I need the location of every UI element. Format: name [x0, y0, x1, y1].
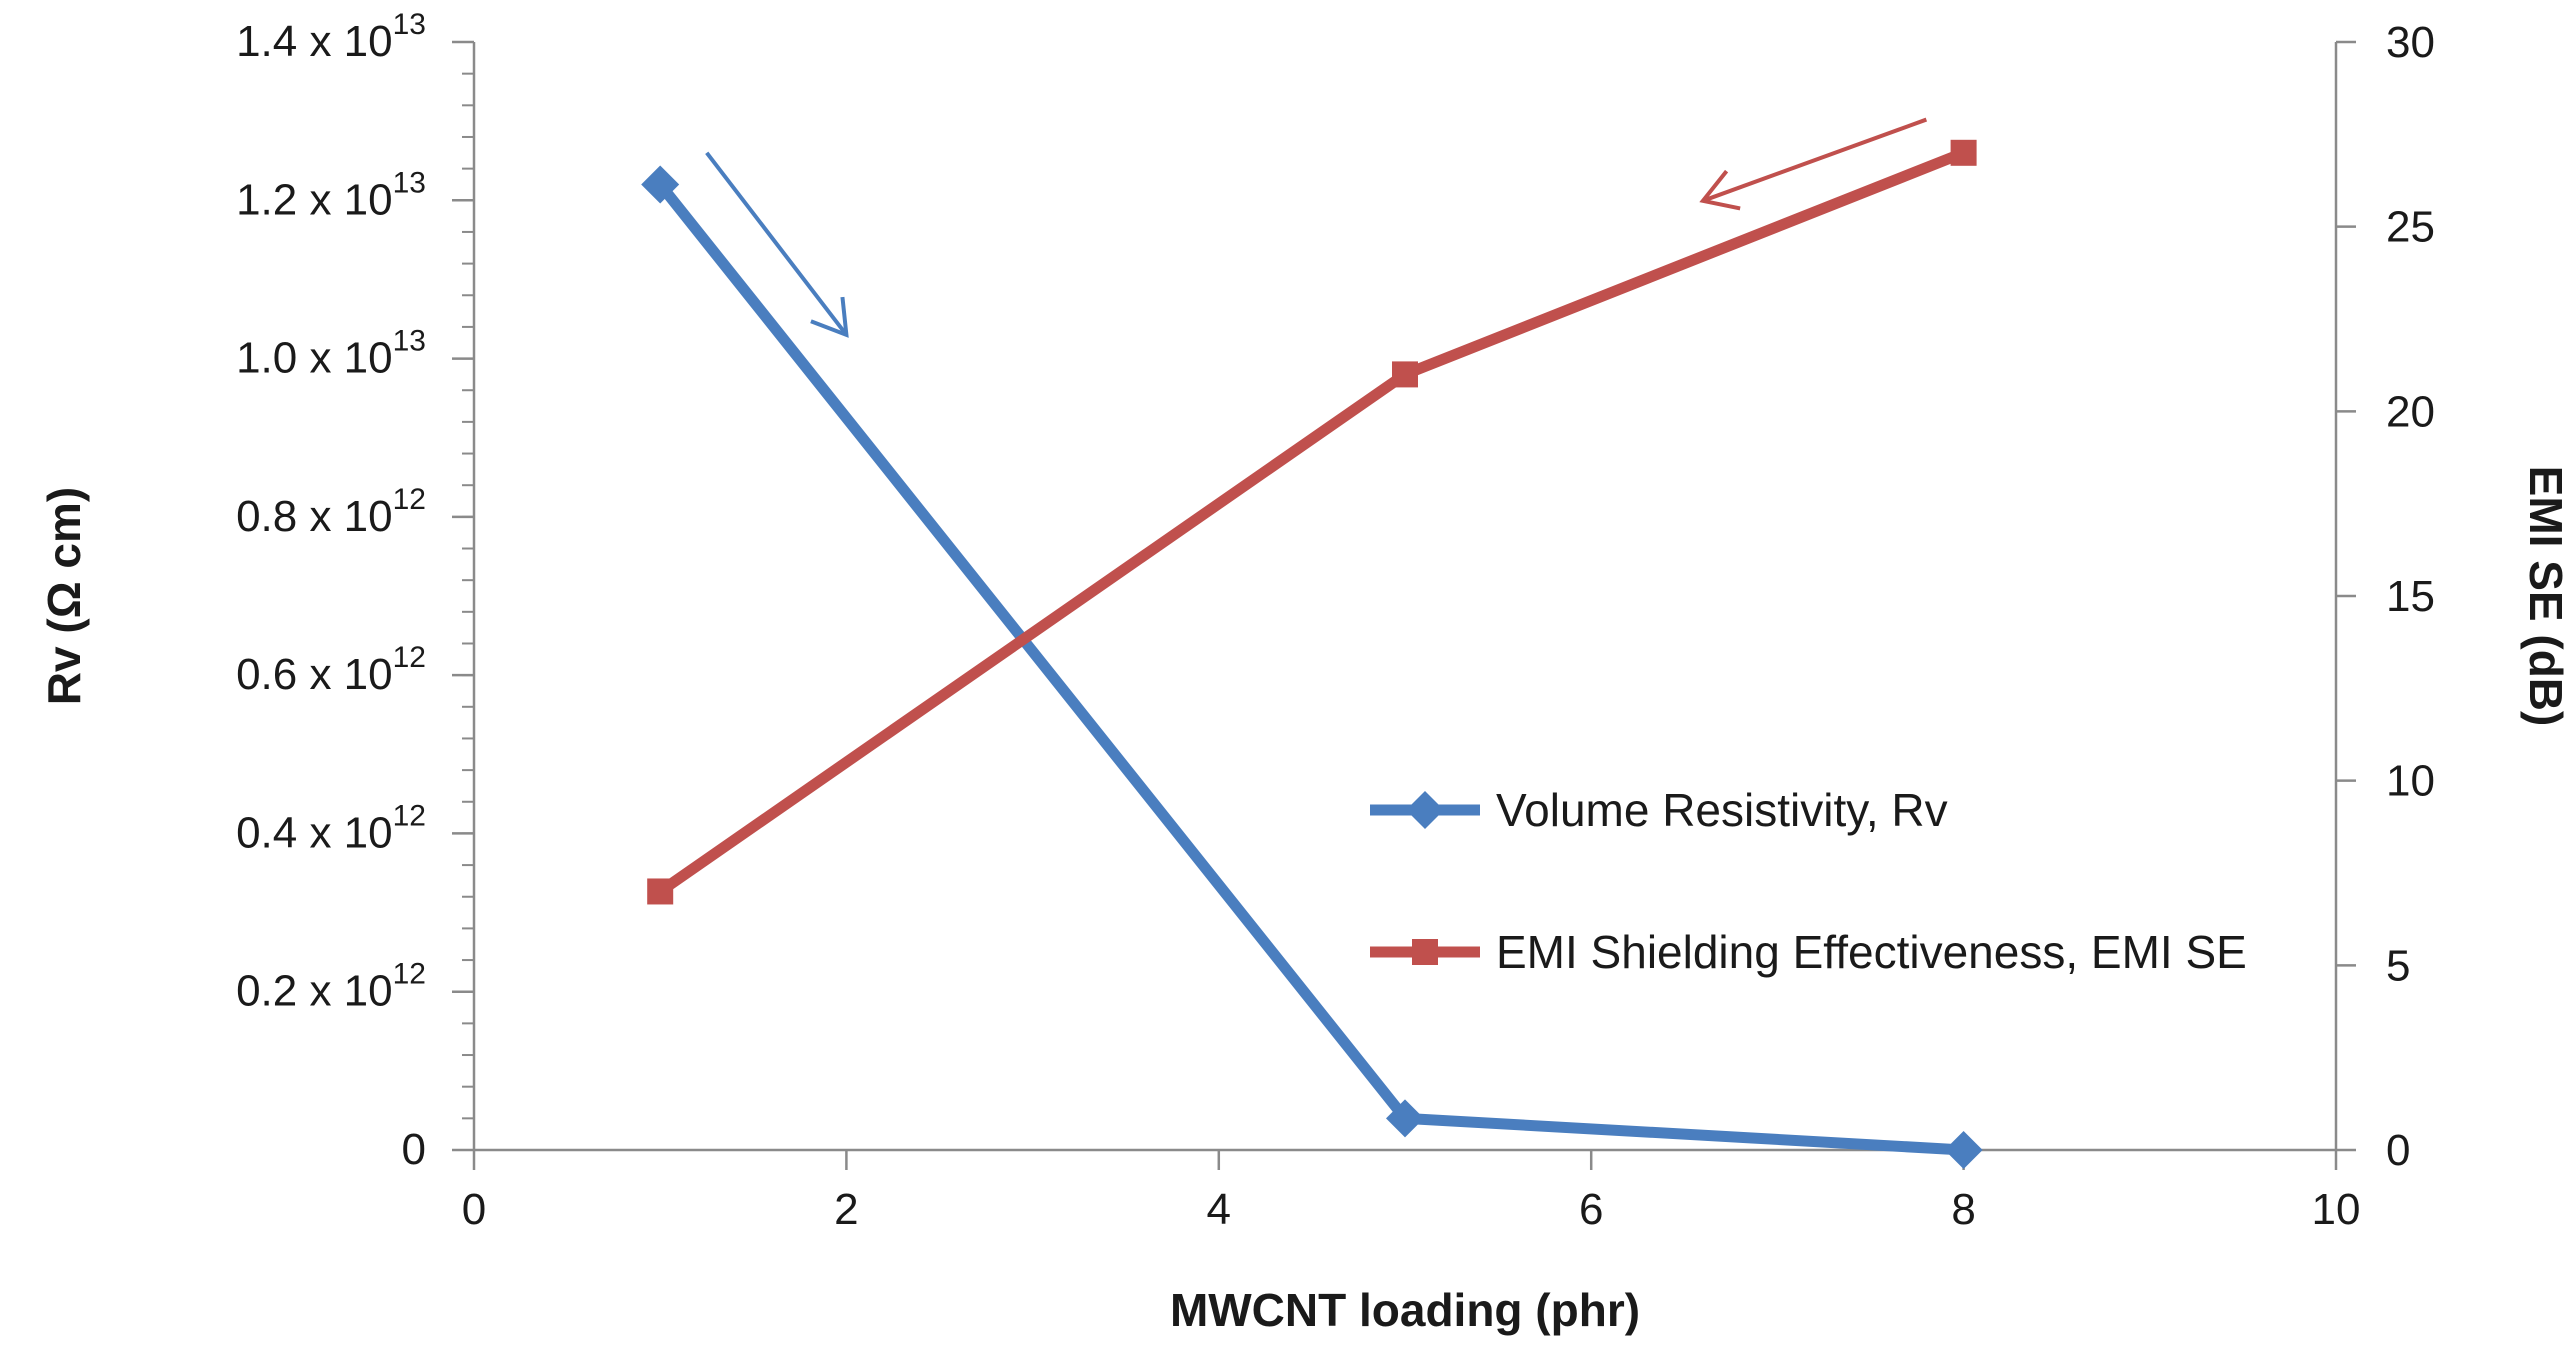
- y-tick-label-right: 15: [2386, 572, 2435, 621]
- x-tick-label: 6: [1579, 1185, 1603, 1234]
- legend-marker-0: [1406, 791, 1444, 829]
- y-tick-label-right: 20: [2386, 387, 2435, 436]
- y-tick-label-left: 1.2 x 1013: [236, 166, 426, 224]
- series-line-1: [654, 147, 1970, 897]
- y-tick-label-left: 0.8 x 1012: [236, 483, 426, 541]
- x-tick-label: 8: [1951, 1185, 1975, 1234]
- legend: Volume Resistivity, Rv EMI Shielding Effe…: [1370, 784, 2247, 978]
- legend-label-0: Volume Resistivity, Rv: [1496, 784, 1948, 836]
- legend-marker-1: [1412, 939, 1438, 965]
- y-axis-title-left: Rv (Ω cm): [38, 487, 90, 705]
- labels-layer: 0 0.2 x 1012 0.4 x 1012 0.6 x 1012 0.8 x 101…: [38, 8, 2568, 1336]
- y-tick-label-right: 0: [2386, 1126, 2410, 1175]
- y-tick-label-right: 10: [2386, 757, 2435, 806]
- x-tick-label: 4: [1207, 1185, 1231, 1234]
- y-tick-label-left: 0.2 x 1012: [236, 958, 426, 1016]
- y-tick-label-left: 0.6 x 1012: [236, 641, 426, 699]
- data-point-0-2: [1944, 1131, 1983, 1169]
- x-axis-title: MWCNT loading (phr): [1170, 1284, 1640, 1336]
- y-tick-label-left: 0: [402, 1125, 426, 1174]
- data-point-0-1: [1386, 1099, 1424, 1138]
- y-tick-label-right: 30: [2386, 18, 2435, 67]
- y-tick-label-right: 5: [2386, 941, 2410, 990]
- annotation-arrowhead-0: [810, 296, 849, 338]
- axes-layer: [452, 40, 2356, 1170]
- series-layer: [641, 139, 1983, 1169]
- annotation-arrow-0: [705, 151, 848, 337]
- annotation-arrowhead-1: [1699, 169, 1741, 211]
- y-tick-label-left: 1.0 x 1013: [236, 325, 426, 383]
- annotation-layer: [705, 117, 1928, 338]
- x-tick-label: 2: [834, 1185, 858, 1234]
- y-tick-label-left: 0.4 x 1012: [236, 799, 426, 857]
- data-point-0-0: [641, 165, 680, 204]
- x-tick-label: 0: [462, 1185, 486, 1234]
- data-point-1-1: [1392, 361, 1418, 388]
- x-tick-label: 10: [2312, 1185, 2361, 1234]
- data-point-1-2: [1950, 139, 1977, 166]
- y-axis-title-right: EMI SE (dB): [2520, 466, 2568, 727]
- data-point-1-0: [647, 878, 674, 905]
- legend-label-1: EMI Shielding Effectiveness, EMI SE: [1496, 926, 2247, 978]
- series-line-0: [654, 178, 1970, 1156]
- y-tick-label-right: 25: [2386, 203, 2435, 252]
- annotation-arrow-1: [1702, 117, 1928, 203]
- y-tick-label-left: 1.4 x 1013: [236, 8, 426, 66]
